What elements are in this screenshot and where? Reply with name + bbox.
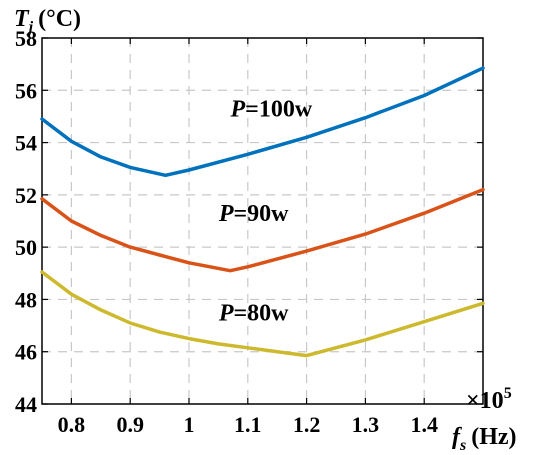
y-tick-label: 52 xyxy=(15,183,37,208)
y-label-sub: j xyxy=(26,19,34,36)
y-tick-label: 48 xyxy=(15,287,37,312)
grid xyxy=(42,38,483,404)
x-label-unit: (Hz) xyxy=(471,424,516,450)
y-tick-label: 58 xyxy=(15,26,37,51)
x-tick-label: 0.8 xyxy=(58,412,86,437)
plot-frame xyxy=(41,37,484,405)
y-tick-label: 46 xyxy=(15,340,37,365)
series-annotation-1: P=100w xyxy=(229,96,312,122)
x-multiplier: ×105 xyxy=(466,385,512,414)
series-line-3 xyxy=(40,270,485,358)
y-tick-label: 44 xyxy=(15,392,37,417)
series-annotation-2: P=90w xyxy=(218,201,289,227)
x-label-var: f xyxy=(452,424,462,450)
x-axis-label: fs (Hz) xyxy=(452,424,517,454)
series-group xyxy=(40,66,485,358)
x-label-sub: s xyxy=(459,437,466,454)
series-annotation-3: P=80w xyxy=(218,300,289,326)
annotations: P=100w P=90w P=80w xyxy=(218,96,313,326)
ticks: 0.8 0.9 1 1.1 1.2 1.3 1.4 44 46 48 50 52 54 56 58 xyxy=(15,26,483,437)
y-tick-label: 50 xyxy=(15,235,37,260)
x-tick-label: 0.9 xyxy=(116,412,144,437)
y-tick-label: 54 xyxy=(15,131,37,156)
y-tick-label: 56 xyxy=(15,78,37,103)
x-tick-label: 1.1 xyxy=(234,412,262,437)
y-label-var: T xyxy=(14,6,30,32)
x-tick-label: 1.2 xyxy=(293,412,321,437)
series-line-2 xyxy=(40,187,485,273)
y-label-unit: (°C) xyxy=(38,6,81,32)
x-tick-label: 1 xyxy=(184,412,195,437)
x-multiplier-exp: 5 xyxy=(504,385,512,402)
x-tick-label: 1.3 xyxy=(352,412,380,437)
series-line-1 xyxy=(40,66,485,178)
y-axis-label: Tj (°C) xyxy=(14,6,81,36)
x-tick-label: 1.4 xyxy=(410,412,438,437)
x-multiplier-prefix: ×10 xyxy=(466,388,504,414)
